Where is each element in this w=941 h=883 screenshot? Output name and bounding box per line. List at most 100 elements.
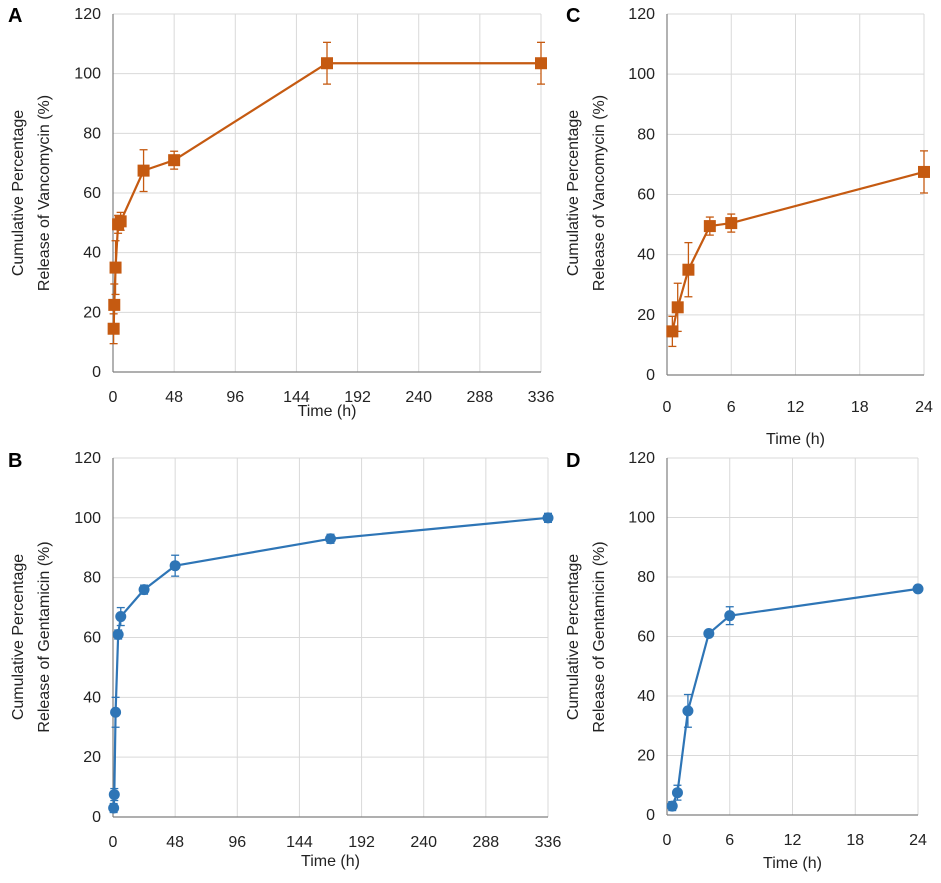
data-point	[682, 705, 694, 717]
data-point	[703, 628, 715, 640]
data-point	[542, 512, 554, 524]
panel-letter-A: A	[8, 5, 22, 27]
y-axis-title-line: Cumulative Percentage	[565, 554, 582, 720]
panel-D: D 0 20 40 60 80 100 120 0 6 12 18 24 Time (h) Cumulati…	[565, 450, 927, 872]
y-axis-title-line: Cumulative Percentage	[565, 110, 582, 276]
x-tick-label: 12	[787, 399, 805, 416]
y-tick-label: 80	[637, 569, 655, 586]
x-tick-label: 288	[473, 834, 500, 851]
y-tick-label: 80	[83, 570, 101, 587]
y-tick-label: 80	[83, 125, 101, 142]
y-tick-label: 120	[74, 450, 101, 467]
y-tick-label: 60	[83, 630, 101, 647]
x-tick-label: 96	[228, 834, 246, 851]
y-tick-label: 20	[83, 304, 101, 321]
x-tick-label: 192	[348, 834, 375, 851]
y-axis-title-line: Release of Vancomycin (%)	[36, 95, 53, 291]
x-tick-label: 192	[344, 389, 371, 406]
x-tick-label: 12	[784, 832, 802, 849]
data-point	[912, 583, 924, 595]
data-point	[918, 165, 930, 178]
data-point	[724, 610, 736, 622]
x-tick-label: 144	[283, 389, 310, 406]
data-point	[108, 789, 120, 801]
x-tick-label: 0	[663, 399, 672, 416]
panel-C: C 0 20 40 60 80 100 120 0 6 12 18 24 Time (h) Cumulati…	[565, 5, 933, 448]
x-tick-label: 336	[528, 389, 555, 406]
panel-B: B 0 20 40 60 80 100 120 0 48 96 144 192 240 288 336 Time…	[8, 450, 561, 870]
y-axis-title-line: Cumulative Percentage	[10, 110, 27, 276]
y-tick-label: 40	[637, 247, 655, 264]
data-point	[169, 560, 181, 572]
x-tick-label: 240	[410, 834, 437, 851]
x-tick-label: 240	[405, 389, 432, 406]
panel-letter-C: C	[566, 5, 580, 27]
data-point	[666, 800, 678, 812]
data-point	[112, 629, 124, 641]
x-axis-title: Time (h)	[766, 431, 825, 448]
y-tick-label: 120	[74, 6, 101, 23]
y-tick-label: 60	[637, 629, 655, 646]
data-point	[138, 584, 150, 596]
y-tick-label: 100	[628, 66, 655, 83]
data-point	[725, 217, 738, 230]
x-tick-label: 24	[915, 399, 933, 416]
data-point	[321, 57, 333, 70]
x-tick-label: 48	[166, 834, 184, 851]
y-tick-label: 40	[83, 245, 101, 262]
y-tick-label: 100	[74, 66, 101, 83]
y-tick-label: 40	[83, 689, 101, 706]
y-axis-title-line: Release of Gentamicin (%)	[36, 541, 53, 732]
x-tick-label: 48	[165, 389, 183, 406]
x-tick-label: 0	[109, 834, 118, 851]
panel-letter-B: B	[8, 450, 22, 472]
data-point	[108, 802, 120, 814]
data-point	[115, 611, 127, 623]
x-tick-label: 0	[109, 389, 118, 406]
y-tick-label: 120	[628, 450, 655, 467]
data-point	[110, 706, 122, 718]
y-axis-title-line: Release of Gentamicin (%)	[591, 541, 608, 732]
data-point	[108, 298, 121, 311]
x-tick-label: 24	[909, 832, 927, 849]
x-axis-title: Time (h)	[301, 853, 360, 870]
y-tick-label: 100	[628, 510, 655, 527]
y-axis-title-line: Cumulative Percentage	[10, 554, 27, 720]
data-point	[535, 57, 547, 70]
x-tick-label: 6	[727, 399, 736, 416]
y-tick-label: 0	[92, 809, 101, 826]
y-tick-label: 0	[646, 367, 655, 384]
x-axis-title: Time (h)	[298, 403, 357, 420]
data-point	[666, 325, 679, 338]
x-tick-label: 144	[286, 834, 313, 851]
y-tick-label: 120	[628, 6, 655, 23]
x-tick-label: 96	[226, 389, 244, 406]
y-tick-label: 60	[83, 185, 101, 202]
x-tick-label: 288	[467, 389, 494, 406]
data-point	[682, 263, 695, 276]
panel-A: A 0 20 40 60 80 100 120 0 48 96 144 192 240 288 336 Time…	[8, 5, 554, 420]
x-tick-label: 18	[851, 399, 869, 416]
x-tick-label: 0	[663, 832, 672, 849]
y-tick-label: 40	[637, 688, 655, 705]
y-tick-label: 20	[83, 749, 101, 766]
x-tick-label: 336	[535, 834, 562, 851]
data-point	[168, 154, 181, 167]
data-point	[137, 164, 150, 177]
y-tick-label: 100	[74, 510, 101, 527]
y-tick-label: 20	[637, 307, 655, 324]
y-tick-label: 0	[646, 807, 655, 824]
series-line	[112, 62, 541, 329]
y-tick-label: 80	[637, 126, 655, 143]
series-line	[112, 516, 549, 809]
data-point	[325, 533, 336, 545]
data-point	[671, 301, 684, 314]
x-axis-title: Time (h)	[763, 855, 822, 872]
series-line	[671, 170, 925, 332]
x-tick-label: 18	[846, 832, 864, 849]
data-point	[703, 220, 716, 233]
y-tick-label: 0	[92, 364, 101, 381]
data-point	[671, 787, 683, 799]
series-line	[671, 587, 919, 807]
